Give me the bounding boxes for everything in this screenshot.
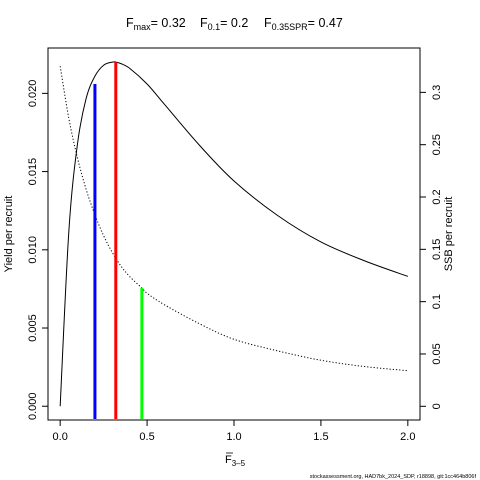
- footer-watermark: stockassessment.org, HAD7bk_2024_SDP, r1…: [310, 474, 477, 480]
- x-tick-label: 0.0: [53, 431, 68, 443]
- ssb-per-recruit-line: [59, 66, 408, 372]
- y-right-tick-label: 0.2: [431, 189, 443, 204]
- y-axis-left: 0.000 0.005 0.010 0.015 0.020: [27, 80, 48, 420]
- x-tick-label: 2.0: [400, 431, 415, 443]
- y-right-tick-label: 0: [431, 403, 443, 409]
- x-tick-label: 0.5: [139, 431, 154, 443]
- y-right-tick-label: 0.25: [431, 134, 443, 155]
- f01-label: F0.1= 0.2: [200, 16, 248, 32]
- y-right-tick-label: 0.3: [431, 85, 443, 100]
- y-right-tick-label: 0.05: [431, 343, 443, 364]
- y-left-tick-label: 0.015: [27, 158, 39, 186]
- fspr-label: F0.35SPR= 0.47: [264, 16, 343, 32]
- x-axis: 0.0 0.5 1.0 1.5 2.0: [53, 420, 415, 443]
- y-left-tick-label: 0.020: [27, 80, 39, 108]
- svg-text:F3–5: F3–5: [225, 454, 246, 468]
- x-axis-label: F3–5: [225, 452, 246, 468]
- reference-lines: [93, 62, 144, 419]
- y-axis-right-label: SSB per recruit: [443, 197, 455, 272]
- yield-per-recruit-line: [59, 61, 408, 407]
- y-right-tick-label: 0.1: [431, 294, 443, 309]
- y-axis-right: 0 0.05 0.1 0.15 0.2 0.25 0.3: [420, 85, 443, 409]
- y-axis-left-label: Yield per recruit: [3, 196, 15, 273]
- plot-frame: [47, 47, 421, 421]
- y-left-tick-label: 0.010: [27, 236, 39, 264]
- y-left-tick-label: 0.005: [27, 314, 39, 342]
- x-tick-label: 1.0: [226, 431, 241, 443]
- fmax-label: Fmax= 0.32: [126, 16, 186, 32]
- x-tick-label: 1.5: [313, 431, 328, 443]
- series-layer: [59, 61, 408, 407]
- y-left-tick-label: 0.000: [27, 392, 39, 420]
- y-right-tick-label: 0.15: [431, 239, 443, 260]
